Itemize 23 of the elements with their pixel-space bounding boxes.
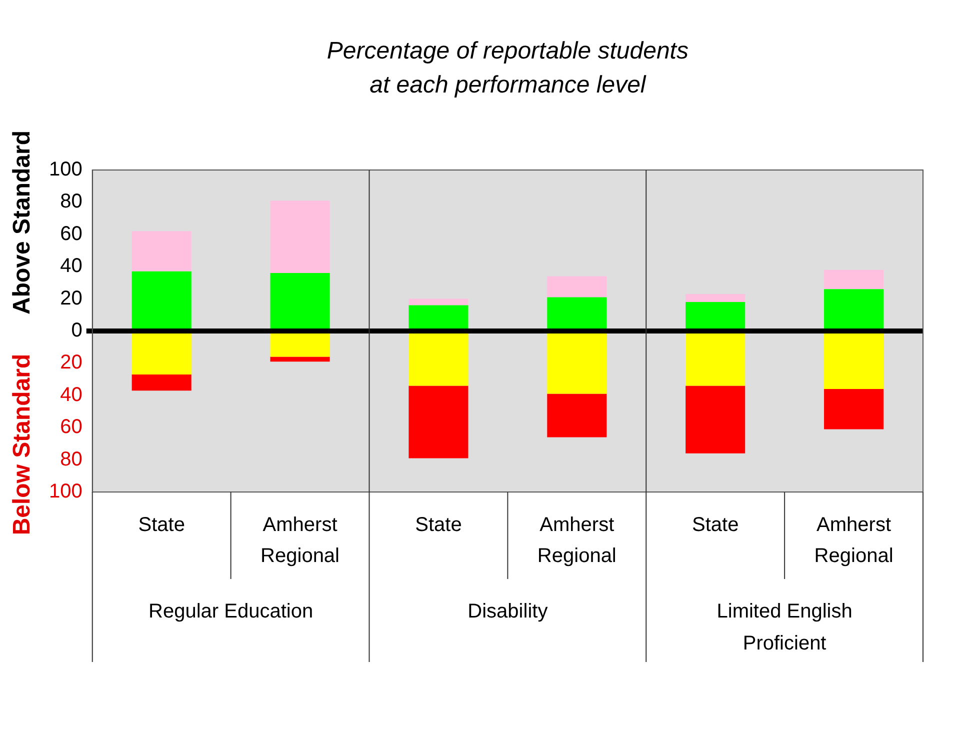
y-tick-label: 100 (48, 480, 82, 503)
y-tick-label: 40 (60, 255, 82, 278)
y-tick-label: 20 (60, 287, 82, 310)
x-tick-label: State (692, 514, 739, 536)
y-tick-label: 0 (71, 320, 82, 342)
y-tick-label: 60 (60, 416, 82, 438)
x-tick-label: State (415, 514, 462, 536)
y-axis-title: Above Standard (8, 130, 36, 315)
text: Limited English Proficient (716, 600, 852, 655)
x-tick-label: State (138, 514, 185, 536)
x-tick-label: Amherst Regional (537, 514, 616, 568)
text: Disability (468, 600, 548, 623)
y-tick-label: 60 (60, 222, 82, 245)
text: Below Standard (8, 354, 36, 536)
y-tick-label: 80 (60, 448, 82, 470)
y-tick-label: 80 (60, 190, 82, 213)
y-tick-label: 20 (60, 352, 82, 374)
y-tick-label: 40 (60, 384, 82, 406)
x-tick-label: Amherst Regional (260, 514, 340, 568)
x-tick-label: Amherst Regional (814, 514, 894, 568)
text: Regular Education (148, 600, 314, 623)
y-tick-label: 100 (48, 158, 82, 181)
chart-title: Percentage of reportable students at each performance level (326, 38, 688, 99)
